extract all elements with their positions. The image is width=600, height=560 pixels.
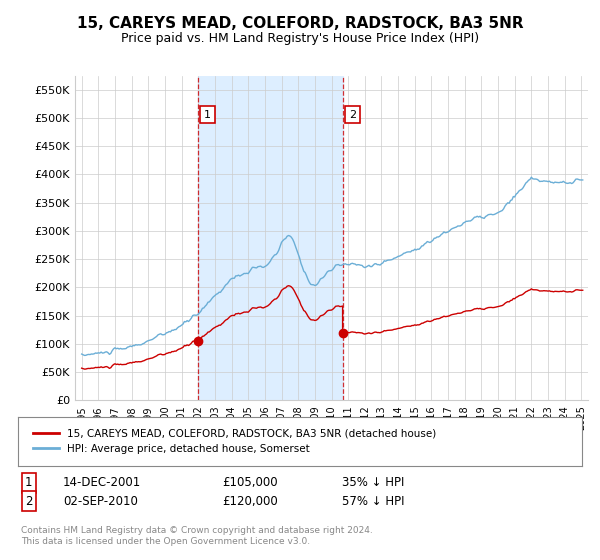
Text: Contains HM Land Registry data © Crown copyright and database right 2024.
This d: Contains HM Land Registry data © Crown c…	[21, 526, 373, 546]
Bar	[197, 76, 343, 400]
Legend: 15, CAREYS MEAD, COLEFORD, RADSTOCK, BA3 5NR (detached house), HPI: Average pric: 15, CAREYS MEAD, COLEFORD, RADSTOCK, BA3…	[29, 424, 441, 458]
Text: 14-DEC-2001: 14-DEC-2001	[63, 476, 141, 489]
Text: £105,000: £105,000	[222, 476, 278, 489]
Text: Price paid vs. HM Land Registry's House Price Index (HPI): Price paid vs. HM Land Registry's House …	[121, 32, 479, 45]
Text: 1: 1	[204, 110, 211, 120]
Text: 35% ↓ HPI: 35% ↓ HPI	[342, 476, 404, 489]
Text: 2: 2	[349, 110, 356, 120]
Text: 02-SEP-2010: 02-SEP-2010	[63, 494, 138, 508]
Text: 15, CAREYS MEAD, COLEFORD, RADSTOCK, BA3 5NR: 15, CAREYS MEAD, COLEFORD, RADSTOCK, BA3…	[77, 16, 523, 31]
Text: 57% ↓ HPI: 57% ↓ HPI	[342, 494, 404, 508]
Text: 2: 2	[25, 494, 32, 508]
Text: 1: 1	[25, 476, 32, 489]
Text: £120,000: £120,000	[222, 494, 278, 508]
